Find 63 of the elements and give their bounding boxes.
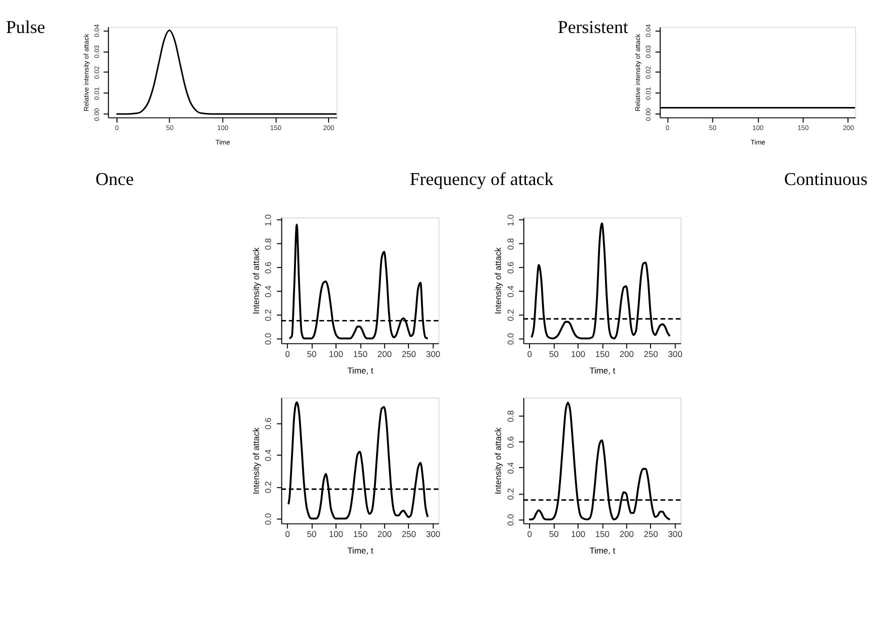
- x-tick-label: 250: [644, 529, 658, 540]
- x-tick-label: 250: [402, 529, 416, 540]
- y-tick-label: 0.2: [263, 481, 274, 494]
- x-tick-label: 150: [353, 529, 368, 540]
- y-tick-label: 0.6: [263, 262, 274, 274]
- x-axis-title: Time, t: [589, 545, 616, 556]
- x-tick-label: 100: [570, 529, 586, 540]
- x-tick-label: 200: [377, 529, 392, 540]
- y-tick-label: 0.6: [263, 417, 274, 430]
- y-tick-label: 0.6: [505, 262, 516, 274]
- x-axis-title: Time, t: [589, 365, 616, 376]
- x-tick-label: 200: [377, 349, 392, 360]
- x-tick-label: 50: [549, 529, 559, 540]
- y-tick-label: 0.0: [263, 512, 274, 526]
- x-tick-label: 100: [328, 349, 344, 360]
- x-axis-title: Time, t: [347, 545, 374, 556]
- x-tick-label: 150: [595, 349, 610, 360]
- line-series: [116, 30, 337, 115]
- x-tick-label: 200: [620, 529, 634, 540]
- y-tick-label: 0.2: [263, 309, 274, 322]
- y-tick-label: 0.8: [263, 238, 274, 250]
- y-tick-label: 0.8: [505, 238, 516, 250]
- y-tick-label: 0.0: [505, 332, 516, 345]
- x-tick-label: 50: [307, 349, 317, 360]
- y-tick-label: 0.6: [505, 436, 516, 448]
- text: Continuous: [784, 169, 868, 190]
- x-tick-label: 0: [285, 349, 290, 360]
- chart-title: Persistent: [558, 17, 628, 38]
- y-tick-label: 0.4: [505, 462, 516, 474]
- x-tick-label: 300: [668, 349, 683, 360]
- x-tick-label: 0: [285, 529, 290, 540]
- y-axis-title: Intensity of attack: [492, 246, 503, 314]
- y-tick-label: 0.8: [505, 410, 516, 422]
- x-tick-label: 300: [668, 529, 683, 540]
- y-tick-label: 0.0: [505, 514, 516, 526]
- x-tick-label: 100: [328, 529, 344, 540]
- text: Once: [96, 169, 134, 190]
- y-tick-label: 0.4: [263, 285, 274, 298]
- y-tick-label: 0.4: [263, 449, 274, 462]
- x-tick-label: 0: [527, 349, 532, 360]
- x-tick-label: 300: [426, 529, 440, 540]
- y-tick-label: 0.4: [505, 285, 516, 298]
- x-tick-label: 100: [570, 349, 586, 360]
- y-tick-label: 0.2: [505, 309, 516, 322]
- chart-title: Pulse: [6, 17, 46, 38]
- y-tick-label: 0.2: [505, 488, 516, 500]
- x-tick-label: 300: [426, 349, 440, 360]
- text: Frequency of attack: [410, 169, 554, 190]
- x-tick-label: 50: [549, 349, 559, 360]
- y-tick-label: 0.0: [263, 332, 274, 345]
- y-tick-label: 1.0: [263, 214, 274, 226]
- y-axis-title: Intensity of attack: [250, 426, 261, 494]
- x-tick-label: 150: [595, 529, 610, 540]
- x-tick-label: 250: [402, 349, 416, 360]
- x-tick-label: 250: [644, 349, 658, 360]
- x-tick-label: 0: [527, 529, 532, 540]
- y-axis-title: Intensity of attack: [250, 246, 261, 314]
- x-tick-label: 150: [353, 349, 368, 360]
- x-axis-title: Time, t: [347, 365, 374, 376]
- y-tick-label: 1.0: [505, 214, 516, 226]
- x-tick-label: 50: [307, 529, 317, 540]
- y-axis-title: Intensity of attack: [492, 426, 503, 494]
- x-tick-label: 200: [620, 349, 634, 360]
